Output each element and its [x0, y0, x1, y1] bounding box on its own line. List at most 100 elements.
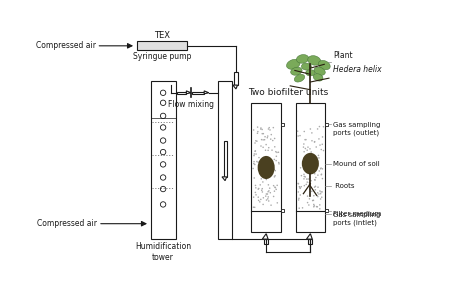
Bar	[218, 81, 232, 239]
Circle shape	[309, 166, 310, 168]
Circle shape	[266, 137, 268, 138]
Circle shape	[298, 191, 299, 193]
Circle shape	[299, 207, 300, 209]
Circle shape	[253, 206, 254, 208]
Circle shape	[258, 200, 259, 201]
Circle shape	[319, 144, 321, 146]
Circle shape	[278, 163, 280, 165]
Circle shape	[317, 128, 319, 130]
Text: Filter medium: Filter medium	[333, 211, 381, 218]
Text: Two biofilter units: Two biofilter units	[248, 88, 328, 97]
Circle shape	[274, 138, 275, 139]
Circle shape	[268, 127, 270, 128]
Circle shape	[253, 155, 255, 157]
Circle shape	[307, 181, 308, 183]
Text: TEX: TEX	[154, 32, 170, 40]
Circle shape	[322, 168, 323, 170]
Polygon shape	[186, 91, 191, 94]
Circle shape	[260, 199, 262, 200]
Ellipse shape	[296, 55, 309, 63]
Text: Mound of soil: Mound of soil	[333, 161, 380, 167]
Circle shape	[305, 184, 307, 185]
Circle shape	[316, 159, 317, 161]
Circle shape	[253, 161, 255, 162]
Circle shape	[273, 168, 275, 170]
Circle shape	[316, 157, 317, 159]
Polygon shape	[233, 85, 237, 89]
Circle shape	[303, 173, 305, 175]
Circle shape	[261, 129, 263, 130]
Circle shape	[298, 183, 299, 185]
Circle shape	[304, 176, 306, 178]
Circle shape	[255, 140, 256, 142]
Circle shape	[314, 141, 315, 142]
Circle shape	[303, 143, 305, 145]
Circle shape	[269, 175, 271, 177]
Circle shape	[313, 171, 314, 173]
Polygon shape	[262, 234, 268, 239]
Circle shape	[270, 192, 271, 194]
Ellipse shape	[308, 56, 321, 65]
Circle shape	[305, 168, 307, 169]
Circle shape	[305, 158, 306, 159]
Circle shape	[306, 178, 308, 180]
Circle shape	[322, 178, 323, 179]
Circle shape	[257, 197, 259, 198]
Circle shape	[274, 146, 275, 147]
Circle shape	[321, 144, 323, 145]
Text: Gas sampling
ports (intlet): Gas sampling ports (intlet)	[333, 212, 380, 226]
Ellipse shape	[258, 156, 275, 179]
Bar	[235, 72, 237, 85]
Circle shape	[264, 168, 266, 169]
Circle shape	[315, 189, 316, 191]
Ellipse shape	[287, 59, 300, 69]
Circle shape	[275, 151, 277, 152]
Ellipse shape	[314, 67, 325, 75]
Circle shape	[256, 161, 258, 162]
Circle shape	[314, 179, 316, 180]
Ellipse shape	[313, 74, 323, 81]
Circle shape	[268, 147, 270, 148]
Circle shape	[300, 187, 301, 189]
Bar	[281, 209, 284, 212]
Circle shape	[259, 184, 261, 186]
Text: Humidification
tower: Humidification tower	[135, 242, 191, 262]
Circle shape	[311, 191, 312, 192]
Bar	[309, 239, 312, 244]
Circle shape	[299, 135, 301, 136]
Polygon shape	[204, 91, 209, 94]
Circle shape	[265, 179, 267, 180]
Circle shape	[262, 181, 264, 183]
Circle shape	[307, 160, 309, 162]
Circle shape	[320, 198, 321, 200]
Text: Roots: Roots	[333, 183, 355, 189]
Circle shape	[310, 151, 312, 153]
Circle shape	[303, 151, 305, 152]
Circle shape	[308, 204, 310, 206]
Circle shape	[262, 133, 263, 134]
Circle shape	[276, 202, 278, 204]
Circle shape	[262, 161, 264, 162]
Circle shape	[268, 168, 270, 169]
Circle shape	[317, 163, 319, 165]
Circle shape	[262, 204, 264, 205]
Circle shape	[268, 190, 270, 192]
Ellipse shape	[306, 70, 315, 76]
Circle shape	[269, 187, 271, 189]
Circle shape	[275, 156, 277, 157]
Circle shape	[274, 170, 276, 171]
Circle shape	[273, 196, 274, 197]
Text: Syringue pump: Syringue pump	[133, 52, 191, 61]
Circle shape	[272, 140, 273, 141]
Ellipse shape	[294, 74, 305, 82]
Circle shape	[310, 180, 312, 182]
Circle shape	[276, 185, 278, 186]
Circle shape	[314, 166, 316, 167]
Circle shape	[319, 204, 320, 206]
Circle shape	[267, 193, 268, 195]
Polygon shape	[222, 177, 227, 181]
Circle shape	[320, 167, 322, 169]
Circle shape	[297, 131, 299, 132]
Circle shape	[319, 126, 320, 127]
Circle shape	[267, 135, 268, 137]
